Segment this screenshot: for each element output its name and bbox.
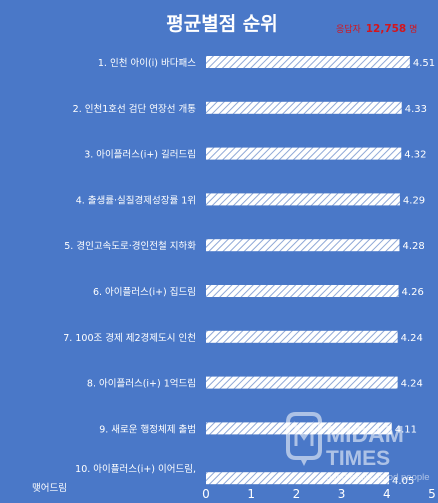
value-label-2: 4.33	[405, 104, 427, 115]
category-label-5: 5. 경인고속도로·경인전철 지하화	[64, 240, 196, 252]
bar-6	[206, 285, 399, 297]
watermark-slogan: good news, good people	[326, 472, 430, 483]
value-label-6: 4.26	[402, 287, 424, 298]
x-tick-0: 0	[202, 487, 210, 501]
watermark: MIDAM TIMES good news, good people	[286, 412, 430, 483]
bar-1	[206, 56, 410, 68]
value-label-10: 4.05	[392, 476, 414, 487]
chart-title: 평균별점 순위	[166, 13, 278, 35]
category-labels: 1. 인천 아이(i) 바다패스 2. 인천1호선 검단 연장선 개통 3. 아이플…	[32, 58, 196, 494]
bar-8	[206, 376, 398, 389]
value-label-7: 4.24	[401, 333, 423, 344]
value-label-4: 4.29	[403, 195, 425, 206]
bar-7	[206, 330, 398, 343]
category-label-3: 3. 아이플러스(i+) 길러드림	[84, 149, 196, 161]
midam-logo-icon	[286, 412, 322, 466]
category-label-10: 10. 아이플러스(i+) 이어드림, 맺어드림	[32, 463, 196, 494]
x-axis-ticks: 0 1 2 3 4 5	[202, 487, 436, 501]
value-labels: 4.51 4.33 4.32 4.29 4.28 4.26 4.24 4.24 4.11 4.05	[392, 58, 435, 487]
x-tick-5: 5	[428, 487, 436, 501]
category-label-4: 4. 출생률·실질경제성장률 1위	[76, 194, 196, 206]
x-tick-4: 4	[383, 487, 391, 501]
bar-5	[206, 239, 400, 252]
respondents-count: 12,758	[366, 23, 407, 35]
respondents-label: 응답자	[336, 23, 362, 35]
bar-2	[206, 101, 402, 114]
value-label-8: 4.24	[401, 379, 423, 390]
category-label-1: 1. 인천 아이(i) 바다패스	[98, 58, 196, 69]
category-label-7: 7. 100조 경제 제2경제도시 인천	[63, 332, 196, 344]
value-label-9: 4.11	[395, 424, 417, 435]
category-label-2: 2. 인천1호선 검단 연장선 개통	[73, 103, 197, 115]
watermark-line2: TIMES	[326, 447, 390, 470]
respondents-unit: 명	[409, 24, 417, 35]
value-label-1: 4.51	[413, 58, 435, 69]
respondents-note: 응답자 12,758 명	[336, 23, 417, 35]
category-label-9: 9. 새로운 행정체제 출범	[99, 423, 196, 435]
value-label-5: 4.28	[402, 241, 424, 252]
value-label-3: 4.32	[404, 150, 426, 161]
bar-10	[206, 472, 390, 485]
x-tick-3: 3	[338, 487, 346, 501]
bar-4	[206, 193, 400, 206]
bar-group	[206, 56, 410, 485]
category-label-8: 8. 아이플러스(i+) 1억드림	[87, 378, 196, 390]
bar-3	[206, 147, 402, 160]
watermark-line1: MIDAM	[326, 421, 404, 447]
x-tick-1: 1	[247, 487, 255, 501]
category-label-6: 6. 아이플러스(i+) 집드림	[93, 286, 196, 298]
x-tick-2: 2	[293, 487, 301, 501]
